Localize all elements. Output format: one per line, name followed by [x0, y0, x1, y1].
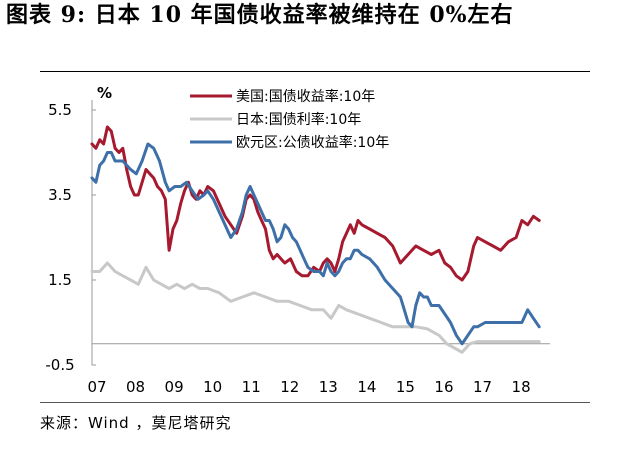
chart-axes: 5.5 3.5 1.5 -0.5% 07 08 09 10 11 12 13 14 15 16 17 18	[45, 84, 550, 396]
x-tick-label: 11	[242, 378, 261, 396]
y-tick-label: -0.5	[45, 356, 74, 374]
x-tick-label: 17	[473, 378, 492, 396]
x-tick-label: 14	[357, 378, 376, 396]
chart-title: 图表 9: 日本 10 年国债收益率被维持在 0%左右	[6, 2, 514, 28]
y-unit-label: %	[97, 84, 112, 102]
title-divider	[40, 71, 590, 72]
x-tick-label: 07	[87, 378, 106, 396]
series-line-0	[90, 125, 541, 282]
x-tick-label: 08	[126, 378, 145, 396]
x-tick-label: 18	[512, 378, 531, 396]
y-tick-label: 5.5	[48, 101, 72, 119]
legend-label: 日本:国债利率:10年	[236, 111, 361, 128]
x-tick-label: 10	[203, 378, 222, 396]
legend-label: 欧元区:公债收益率:10年	[236, 134, 389, 151]
y-tick-label: 3.5	[48, 186, 72, 204]
source-divider	[40, 402, 590, 403]
x-tick-label: 09	[165, 378, 184, 396]
source-note: 来源：Wind ，莫尼塔研究	[40, 414, 232, 432]
x-tick-label: 16	[434, 378, 453, 396]
series-line-2	[90, 142, 541, 346]
legend-label: 美国:国债收益率:10年	[236, 88, 375, 105]
x-tick-label: 12	[280, 378, 299, 396]
x-tick-label: 15	[396, 378, 415, 396]
x-tick-label: 13	[319, 378, 338, 396]
series-line-1	[90, 261, 541, 354]
y-tick-label: 1.5	[48, 271, 72, 289]
chart-series	[90, 125, 541, 354]
